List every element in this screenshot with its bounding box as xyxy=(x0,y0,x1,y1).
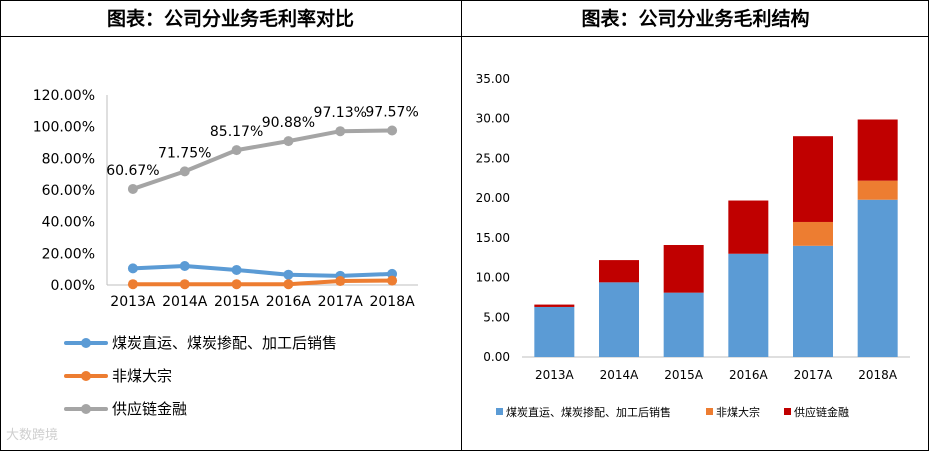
bar-segment xyxy=(793,136,833,222)
y-tick-label: 60.00% xyxy=(42,183,95,199)
left-chart-title: 图表：公司分业务毛利率对比 xyxy=(106,8,354,30)
y-tick-label: 20.00 xyxy=(476,191,510,205)
y-tick-label: 30.00 xyxy=(476,112,510,126)
x-tick-label: 2018A xyxy=(369,294,415,310)
legend-swatch xyxy=(706,408,713,415)
data-point xyxy=(387,275,398,286)
x-tick-label: 2017A xyxy=(318,294,364,310)
bar-segment xyxy=(663,292,704,357)
data-point xyxy=(387,125,398,136)
bar-segment xyxy=(728,200,769,254)
y-tick-label: 0.00% xyxy=(51,278,95,294)
data-point xyxy=(231,145,242,156)
bar-segment xyxy=(534,306,575,357)
data-point xyxy=(179,279,190,290)
data-point xyxy=(335,276,346,287)
legend-swatch xyxy=(496,408,503,415)
bar-segment xyxy=(857,119,898,181)
bar-segment xyxy=(599,282,639,357)
bar-segment xyxy=(599,260,639,283)
bar-segment xyxy=(793,245,833,357)
legend-label: 供应链金融 xyxy=(794,405,849,419)
margin-line-chart: 0.00% 20.00% 40.00% 60.00% 80.00% 100.00% 120.… xyxy=(33,88,419,418)
data-point xyxy=(283,269,294,280)
y-tick-label: 120.00% xyxy=(33,88,95,104)
legend-swatch xyxy=(784,408,791,415)
title-divider xyxy=(0,36,929,37)
series-line xyxy=(130,264,395,278)
legend-label: 煤炭直运、煤炭掺配、加工后销售 xyxy=(506,405,671,419)
x-tick-label: 2016A xyxy=(266,294,312,310)
x-tick-label: 2016A xyxy=(729,368,769,382)
legend-label: 非煤大宗 xyxy=(112,367,172,385)
data-point xyxy=(127,183,138,194)
legend-label: 煤炭直运、煤炭掺配、加工后销售 xyxy=(112,334,337,352)
y-tick-label: 20.00% xyxy=(42,246,95,262)
y-tick-label: 80.00% xyxy=(42,151,95,167)
x-tick-label: 2014A xyxy=(600,368,640,382)
data-point xyxy=(127,279,138,290)
bar-segment xyxy=(793,221,833,246)
x-tick-label: 2014A xyxy=(162,294,208,310)
data-label: 71.75% xyxy=(158,145,211,161)
y-tick-label: 40.00% xyxy=(42,215,95,231)
data-label: 90.88% xyxy=(262,115,315,131)
y-tick-label: 100.00% xyxy=(33,120,95,136)
x-tick-label: 2018A xyxy=(858,368,898,382)
series-line xyxy=(130,278,395,287)
right-chart-title: 图表：公司分业务毛利结构 xyxy=(581,8,810,30)
x-tick-label: 2017A xyxy=(794,368,834,382)
legend-marker xyxy=(81,338,91,348)
bar-segment xyxy=(857,199,898,357)
bar-segment xyxy=(663,245,704,293)
x-tick-label: 2013A xyxy=(110,294,156,310)
y-tick-label: 25.00 xyxy=(476,151,510,165)
panel-divider xyxy=(461,0,462,451)
legend-label: 非煤大宗 xyxy=(716,405,760,419)
legend-marker xyxy=(81,404,91,414)
data-label: 97.57% xyxy=(365,105,418,121)
bar-segment xyxy=(857,180,898,200)
legend-label: 供应链金融 xyxy=(112,400,187,418)
y-tick-label: 35.00 xyxy=(476,72,510,86)
y-tick-label: 0.00 xyxy=(483,350,510,364)
data-point xyxy=(283,279,294,290)
data-point xyxy=(179,261,190,271)
y-tick-label: 15.00 xyxy=(476,231,510,245)
watermark: 大数跨境 xyxy=(6,428,59,443)
x-tick-label: 2015A xyxy=(214,294,260,310)
data-point xyxy=(179,166,190,177)
x-tick-label: 2015A xyxy=(664,368,704,382)
bar-segment xyxy=(728,253,769,357)
y-tick-label: 10.00 xyxy=(476,271,510,285)
data-point xyxy=(231,279,242,290)
data-point xyxy=(231,264,242,275)
profit-stacked-bar-chart: 0.00 5.00 10.00 15.00 20.00 25.00 30.00 35.00 20… xyxy=(476,72,910,419)
y-tick-label: 5.00 xyxy=(483,310,510,324)
data-point xyxy=(127,263,138,274)
bar-segment xyxy=(534,304,575,307)
data-label: 85.17% xyxy=(210,124,263,140)
legend-marker xyxy=(81,371,91,381)
x-tick-label: 2013A xyxy=(535,368,575,382)
data-point xyxy=(335,126,346,137)
data-label: 97.13% xyxy=(314,105,367,121)
series-line xyxy=(130,128,395,191)
data-label: 60.67% xyxy=(106,163,159,179)
data-point xyxy=(283,136,294,147)
